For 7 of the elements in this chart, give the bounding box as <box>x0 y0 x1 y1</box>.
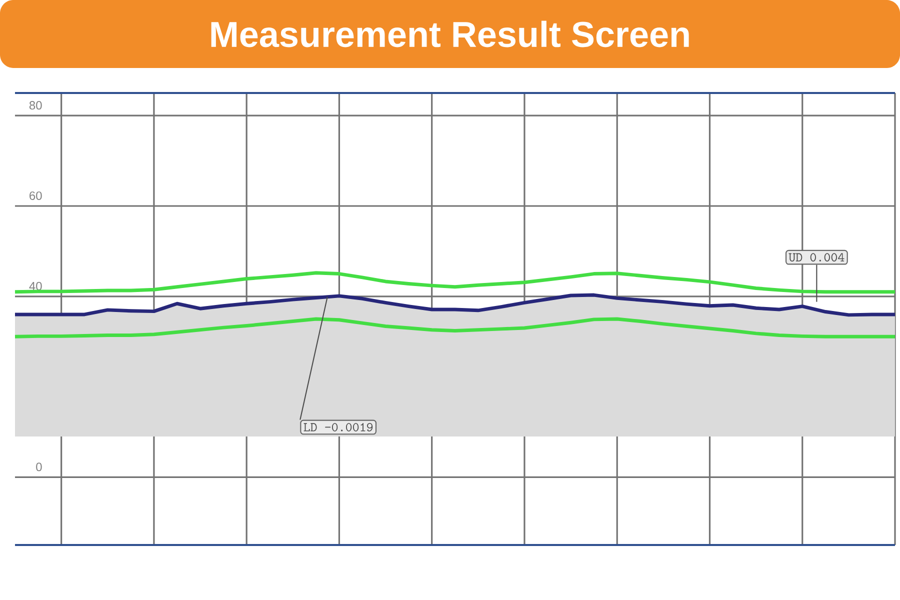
annotation: LD -0.0019 <box>304 422 373 432</box>
annotation: UD 0.004 <box>788 253 844 262</box>
y-tick-label: 80 <box>29 101 42 110</box>
y-tick-label: 60 <box>30 191 42 200</box>
chart-title: Measurement Result Screen <box>211 20 689 48</box>
y-tick-label: 40 <box>29 282 42 290</box>
y-tick-label: 0 <box>36 462 42 472</box>
